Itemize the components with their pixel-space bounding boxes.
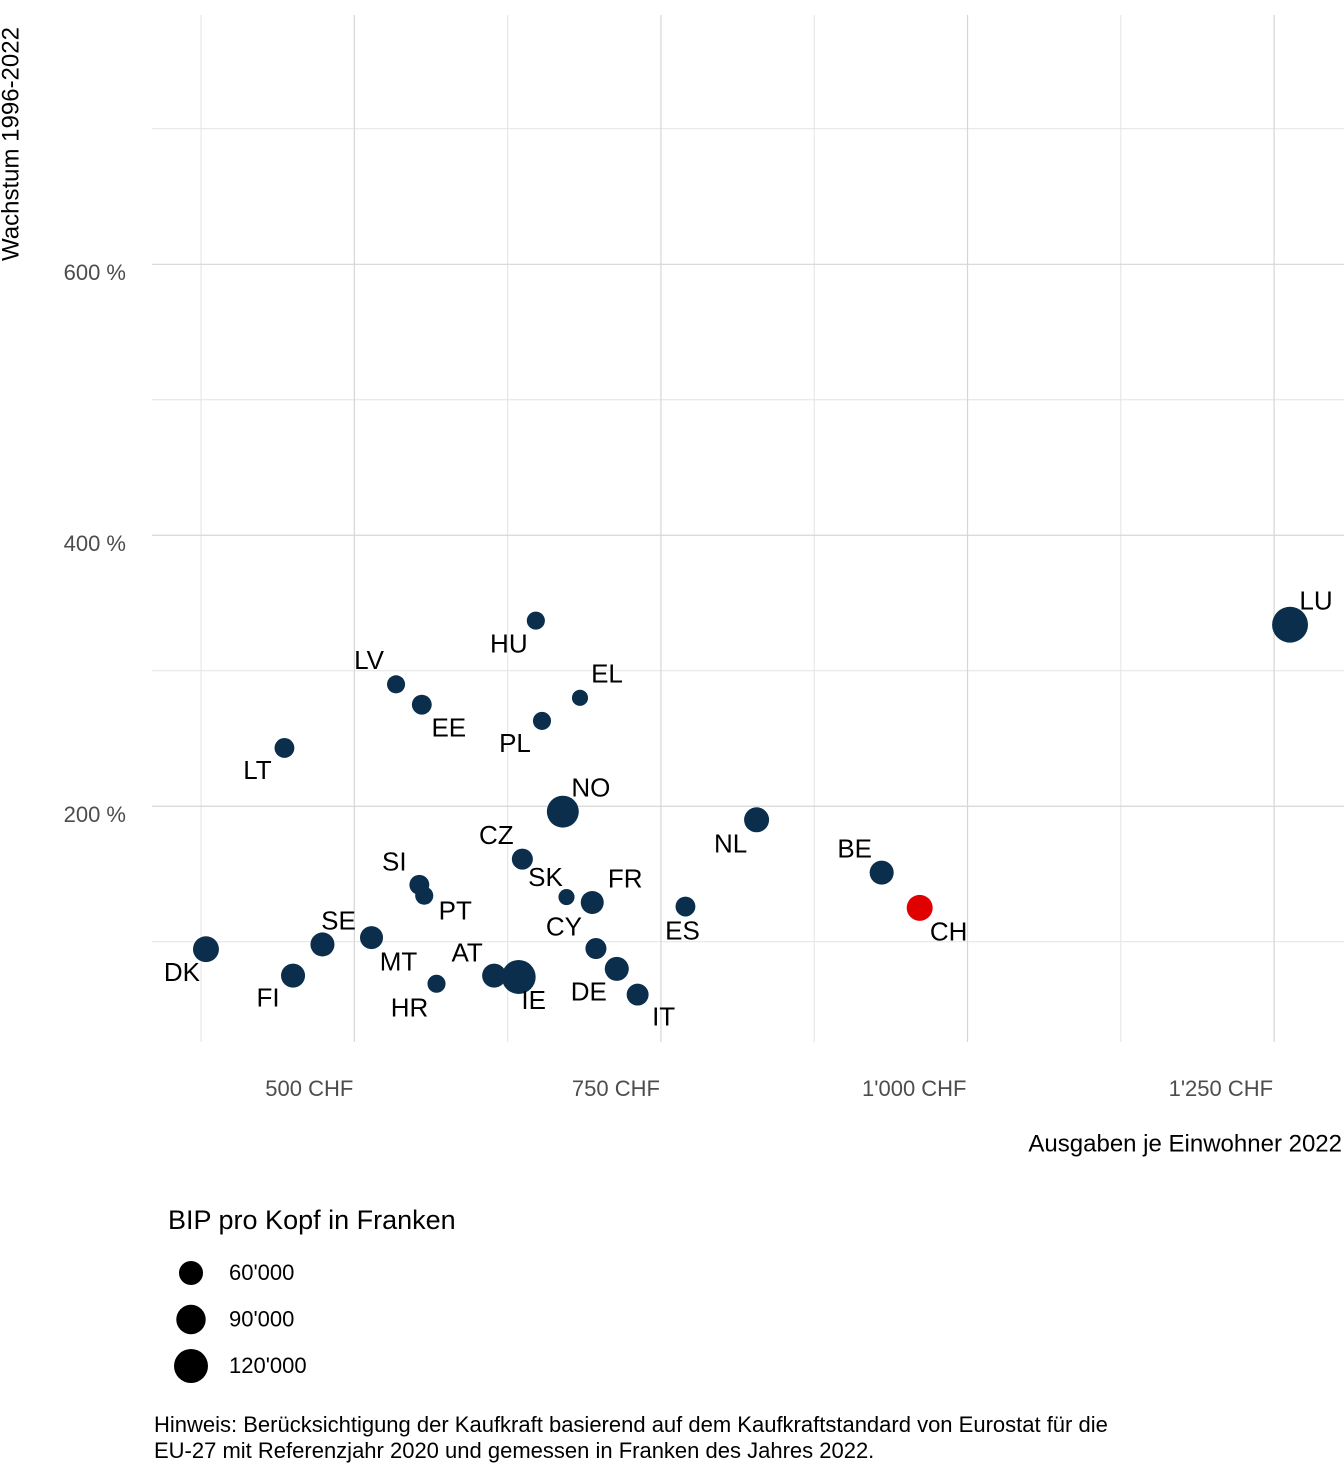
bubble <box>411 694 432 715</box>
point-label: IE <box>521 985 546 1015</box>
point-label: EE <box>431 713 466 743</box>
point-label: LT <box>243 755 272 785</box>
note: EU-27 mit Referenzjahr 2020 und gemessen… <box>154 1438 874 1463</box>
bubble <box>360 926 384 950</box>
bubble <box>744 807 770 833</box>
bubble <box>626 983 649 1006</box>
point-label: DK <box>164 957 201 987</box>
bubble <box>427 974 446 993</box>
point-label: SI <box>382 847 407 877</box>
point-label: SE <box>321 905 356 935</box>
legend-symbol <box>174 1349 208 1383</box>
bubble <box>501 959 536 994</box>
legend-symbol <box>178 1260 204 1286</box>
note: Hinweis: Berücksichtigung der Kaufkraft … <box>154 1412 1108 1437</box>
x-tick-label: 1'250 CHF <box>1169 1076 1273 1101</box>
point-label: EL <box>591 659 623 689</box>
point-label: FI <box>256 982 279 1012</box>
bubble <box>580 890 604 914</box>
y-tick-label: 400 % <box>64 531 126 556</box>
point-label: CY <box>546 911 582 941</box>
bubble <box>558 888 575 906</box>
bubble <box>274 738 295 758</box>
legend-label: 90'000 <box>229 1306 294 1331</box>
y-tick-label: 600 % <box>64 260 126 285</box>
point-label: CH <box>930 917 968 947</box>
y-tick-label: 200 % <box>64 802 126 827</box>
legend-label: 120'000 <box>229 1353 307 1378</box>
point-label: CZ <box>479 820 514 850</box>
x-tick-label: 500 CHF <box>265 1076 353 1101</box>
point-label: IT <box>652 1001 675 1031</box>
point-label: PL <box>499 728 531 758</box>
point-label: NL <box>714 829 747 859</box>
x-tick-label: 1'000 CHF <box>862 1076 966 1101</box>
bubble <box>386 675 406 694</box>
point-label: DE <box>571 977 607 1007</box>
bubble <box>546 795 579 828</box>
point-label: LV <box>354 645 385 675</box>
bubble <box>906 894 933 921</box>
bubble <box>526 611 545 630</box>
bubble <box>415 886 434 905</box>
bubble <box>532 711 552 730</box>
bubble <box>482 963 507 988</box>
bubble <box>310 932 335 957</box>
y-axis-label: Wachstum 1996-2022 <box>0 27 24 261</box>
point-label: PT <box>439 896 472 926</box>
point-label: LU <box>1299 586 1332 616</box>
point-label: SK <box>528 862 563 892</box>
x-tick-label: 750 CHF <box>572 1076 660 1101</box>
bubble <box>604 956 629 981</box>
bubble <box>1272 606 1309 643</box>
legend-symbol <box>176 1304 206 1335</box>
bubble <box>869 860 894 885</box>
bubble <box>675 896 696 917</box>
bubble <box>571 689 589 706</box>
point-label: FR <box>608 863 643 893</box>
point-label: MT <box>380 947 418 977</box>
point-label: ES <box>665 915 700 945</box>
bubble <box>281 963 306 988</box>
bubble <box>192 936 219 963</box>
bubble <box>511 848 533 870</box>
point-label: BE <box>837 834 872 864</box>
x-axis-label: Ausgaben je Einwohner 2022 <box>1028 1130 1342 1157</box>
legend-label: 60'000 <box>229 1260 294 1285</box>
legend-title: BIP pro Kopf in Franken <box>168 1205 456 1235</box>
point-label: HR <box>391 993 429 1023</box>
point-label: HU <box>490 629 528 659</box>
point-label: AT <box>451 937 482 967</box>
point-label: NO <box>571 773 610 803</box>
bubble <box>585 937 607 960</box>
